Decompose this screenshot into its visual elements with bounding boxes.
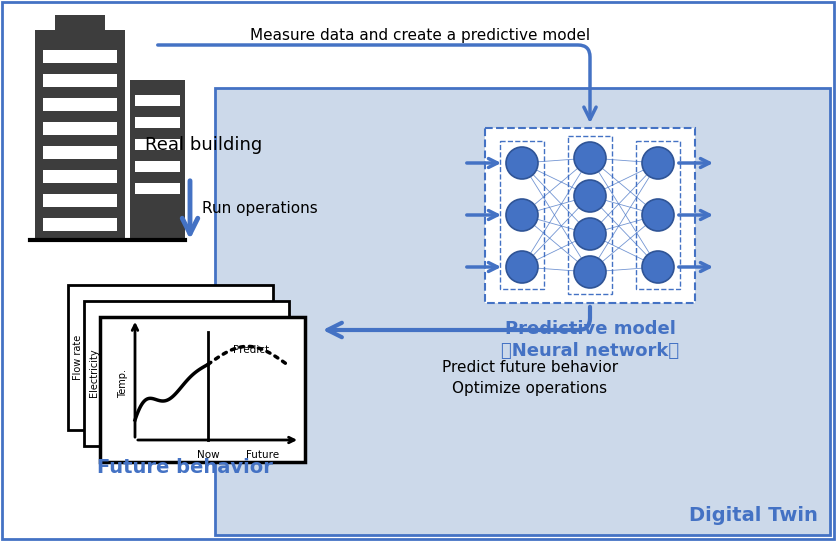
FancyBboxPatch shape <box>43 146 117 159</box>
Text: Temp.: Temp. <box>118 370 128 399</box>
FancyBboxPatch shape <box>43 98 117 111</box>
FancyBboxPatch shape <box>500 141 544 289</box>
FancyBboxPatch shape <box>135 161 180 172</box>
Text: Predictive model
（Neural network）: Predictive model （Neural network） <box>501 320 679 360</box>
Circle shape <box>574 218 606 250</box>
FancyBboxPatch shape <box>100 317 305 462</box>
Text: Real building: Real building <box>145 136 263 154</box>
Circle shape <box>574 256 606 288</box>
FancyBboxPatch shape <box>135 183 180 194</box>
FancyBboxPatch shape <box>636 141 680 289</box>
Circle shape <box>574 180 606 212</box>
Text: Measure data and create a predictive model: Measure data and create a predictive mod… <box>250 28 590 43</box>
Circle shape <box>642 199 674 231</box>
Text: Run operations: Run operations <box>202 201 318 215</box>
Circle shape <box>574 142 606 174</box>
FancyBboxPatch shape <box>135 139 180 150</box>
FancyBboxPatch shape <box>215 88 830 535</box>
FancyBboxPatch shape <box>485 128 695 303</box>
Circle shape <box>642 251 674 283</box>
FancyBboxPatch shape <box>43 122 117 135</box>
Circle shape <box>506 251 538 283</box>
FancyBboxPatch shape <box>43 74 117 87</box>
Text: Digital Twin: Digital Twin <box>689 506 818 525</box>
Text: Predict future behavior
Optimize operations: Predict future behavior Optimize operati… <box>442 360 618 396</box>
FancyBboxPatch shape <box>84 301 289 446</box>
Text: Future behavior: Future behavior <box>97 458 273 477</box>
FancyBboxPatch shape <box>135 117 180 128</box>
FancyBboxPatch shape <box>43 170 117 183</box>
FancyBboxPatch shape <box>43 194 117 207</box>
Circle shape <box>506 147 538 179</box>
FancyBboxPatch shape <box>130 80 185 240</box>
Text: Predict: Predict <box>233 345 269 355</box>
FancyBboxPatch shape <box>43 218 117 231</box>
FancyBboxPatch shape <box>68 285 273 430</box>
FancyBboxPatch shape <box>43 50 117 63</box>
Text: Future: Future <box>247 450 279 460</box>
FancyBboxPatch shape <box>135 95 180 106</box>
Text: Flow rate: Flow rate <box>73 334 83 380</box>
Circle shape <box>642 147 674 179</box>
FancyBboxPatch shape <box>55 15 105 33</box>
FancyBboxPatch shape <box>568 136 612 294</box>
Circle shape <box>506 199 538 231</box>
FancyBboxPatch shape <box>35 30 125 240</box>
Text: Electricity: Electricity <box>89 349 99 397</box>
Text: Now: Now <box>196 450 219 460</box>
